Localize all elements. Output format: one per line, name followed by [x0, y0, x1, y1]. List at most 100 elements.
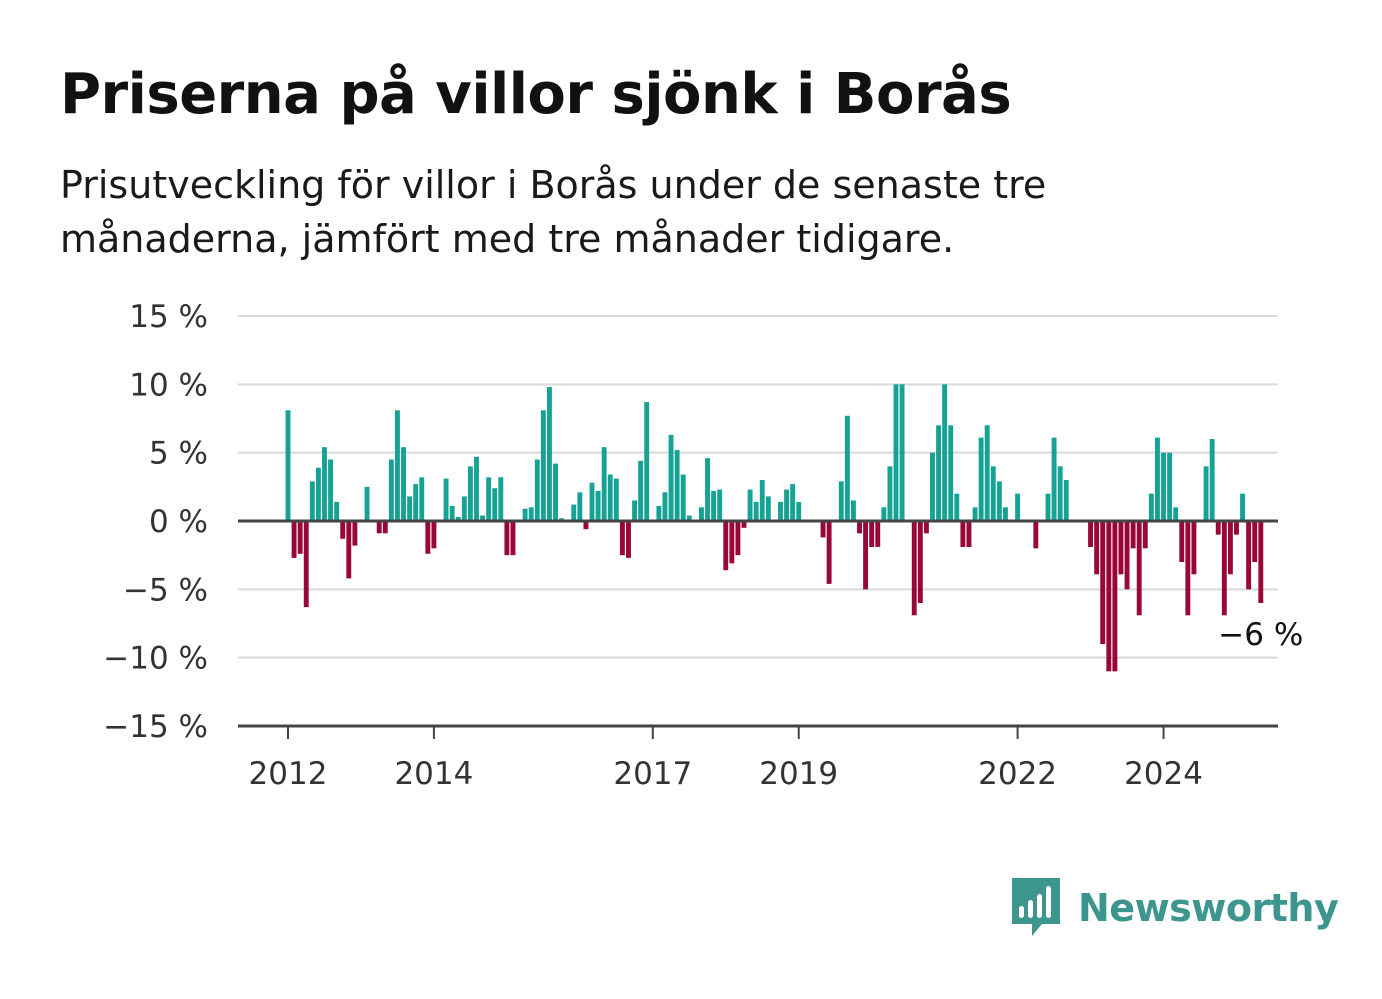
bar	[1161, 452, 1166, 521]
y-axis: 15 % 10 % 5 % 0 % −5 % −10 % −15 %	[103, 299, 208, 745]
bar	[923, 521, 929, 534]
bar	[334, 501, 340, 521]
bar	[419, 477, 425, 521]
bar	[540, 410, 546, 521]
bar	[820, 521, 826, 538]
bar	[790, 484, 796, 521]
bar	[838, 481, 844, 521]
bar	[1191, 521, 1197, 575]
bar	[698, 507, 704, 521]
y-tick-label: 15 %	[129, 299, 208, 335]
x-tick-label: 2012	[249, 756, 328, 792]
bar	[1179, 521, 1185, 562]
bar	[668, 434, 674, 521]
bar	[1002, 507, 1008, 521]
bar	[796, 501, 802, 521]
bar	[382, 521, 388, 534]
bar	[972, 507, 978, 521]
bar	[607, 474, 613, 521]
bar	[431, 521, 437, 549]
bar	[1209, 439, 1215, 521]
y-tick-label: −15 %	[103, 709, 208, 745]
bar	[1185, 521, 1191, 616]
bar	[1221, 521, 1227, 616]
gridlines	[238, 315, 1278, 659]
bar	[753, 501, 759, 521]
bar	[1033, 521, 1039, 549]
y-tick-label: 5 %	[149, 436, 208, 472]
bar	[474, 456, 479, 521]
bar	[930, 452, 935, 521]
bar	[778, 501, 783, 521]
brand-logo[interactable]: Newsworthy	[1010, 876, 1339, 940]
bar	[346, 521, 352, 579]
bar	[315, 467, 321, 521]
bar	[492, 488, 498, 521]
bar	[869, 521, 875, 547]
bar	[638, 460, 644, 521]
bar	[546, 387, 552, 521]
brand-name: Newsworthy	[1078, 886, 1339, 930]
bar	[948, 425, 954, 521]
bar	[1051, 437, 1057, 521]
bar	[595, 490, 601, 521]
bar	[352, 521, 358, 546]
bar	[553, 463, 558, 521]
bar	[1173, 507, 1179, 521]
bar	[735, 521, 741, 556]
bar	[291, 521, 297, 558]
bar	[619, 521, 625, 556]
bar	[723, 521, 729, 571]
bar	[984, 425, 990, 521]
bar	[1234, 521, 1239, 535]
chart-area: 15 %10 %5 %0 %−5 %−10 %−15 % 2012 2014 201…	[103, 299, 1303, 792]
bar	[674, 449, 680, 521]
bar	[759, 480, 765, 521]
bar	[717, 489, 723, 521]
bar	[1252, 521, 1258, 562]
bar	[1106, 521, 1112, 672]
x-tick-label: 2014	[394, 756, 473, 792]
bar	[1203, 466, 1209, 521]
x-tick-label: 2024	[1124, 756, 1203, 792]
bar	[863, 521, 869, 590]
bar	[1227, 521, 1233, 575]
bar	[504, 521, 510, 556]
bar	[467, 466, 473, 521]
bar	[857, 521, 862, 534]
bar	[978, 437, 984, 521]
x-tick-label: 2022	[978, 756, 1057, 792]
bar	[966, 521, 972, 547]
bar	[1167, 452, 1173, 521]
x-tick-label: 2017	[613, 756, 692, 792]
bar	[577, 492, 583, 521]
bar	[765, 496, 771, 521]
bar	[1094, 521, 1100, 575]
bar	[686, 515, 692, 521]
bar	[425, 521, 431, 554]
bar	[303, 521, 309, 608]
bar	[1100, 521, 1106, 644]
bar	[1130, 521, 1136, 549]
bar	[1136, 521, 1142, 616]
bar	[960, 521, 966, 547]
y-tick-label: 10 %	[129, 367, 208, 403]
bar	[1124, 521, 1130, 590]
bar	[954, 493, 960, 521]
bar	[461, 496, 467, 521]
bar	[394, 410, 400, 521]
bar	[711, 490, 717, 521]
bar	[328, 459, 334, 521]
bar	[656, 505, 662, 521]
bar	[413, 484, 419, 521]
bar	[528, 507, 534, 521]
bar	[881, 507, 887, 521]
x-axis: 2012 2014 2017 2019 2022 2024	[249, 726, 1203, 792]
bar	[589, 482, 595, 521]
bar	[364, 486, 370, 521]
bar	[443, 478, 449, 521]
bar	[680, 474, 686, 521]
bar	[401, 447, 406, 521]
bar	[1015, 493, 1021, 521]
bar	[911, 521, 917, 616]
